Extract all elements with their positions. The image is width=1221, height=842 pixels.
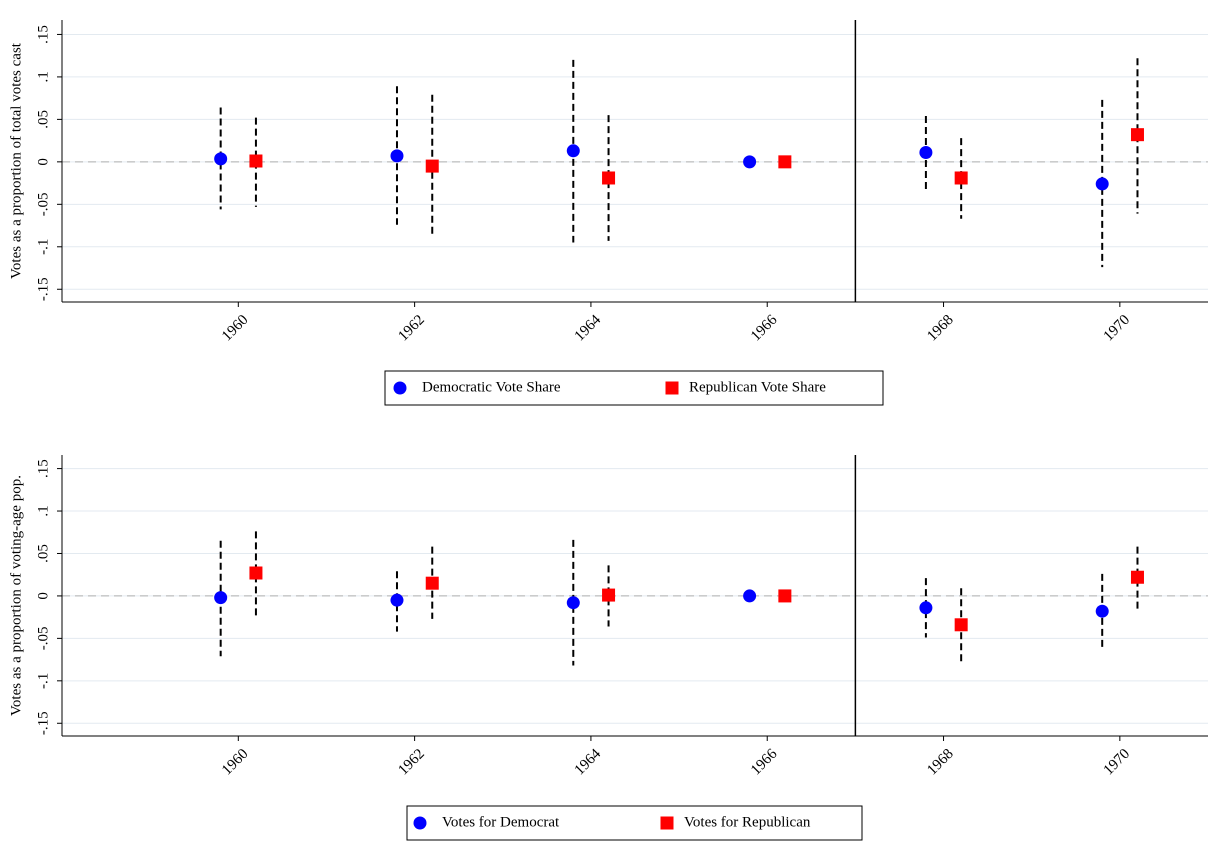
y-axis-label: Votes as a proportion of total votes cas… [8, 42, 24, 279]
x-tick-label: 1964 [572, 746, 605, 779]
y-tick-label: .15 [35, 25, 51, 44]
y-tick-label: 0 [35, 158, 51, 166]
y-tick-label: -.1 [35, 239, 51, 255]
y-tick-label: -.05 [35, 192, 51, 216]
x-tick-label: 1968 [924, 312, 957, 345]
point [425, 159, 439, 173]
point [1130, 128, 1144, 142]
x-tick-label: 1966 [748, 312, 781, 345]
point [954, 171, 968, 185]
legend-marker [413, 816, 427, 830]
legend-marker [665, 381, 679, 395]
point [778, 589, 792, 603]
point [778, 155, 792, 169]
y-tick-label: .1 [35, 505, 51, 516]
legend-label: Republican Vote Share [689, 379, 826, 395]
point [743, 155, 757, 169]
x-tick-label: 1962 [395, 312, 428, 345]
point [1130, 570, 1144, 584]
point [1095, 177, 1109, 191]
legend-label: Votes for Republican [684, 814, 811, 830]
x-tick-label: 1970 [1101, 312, 1134, 345]
x-tick-label: 1960 [219, 312, 252, 345]
y-tick-label: -.05 [35, 626, 51, 650]
point [214, 152, 228, 166]
y-axis-label: Votes as a proportion of voting-age pop. [8, 475, 24, 716]
legend-marker [660, 816, 674, 830]
legend-box [406, 805, 863, 841]
legend-label: Democratic Vote Share [422, 379, 561, 395]
point [919, 146, 933, 160]
point [566, 596, 580, 610]
y-tick-label: .1 [35, 71, 51, 82]
x-tick-label: 1962 [395, 746, 428, 779]
legend-label: Votes for Democrat [442, 814, 560, 830]
point [1095, 604, 1109, 618]
y-tick-label: .05 [35, 544, 51, 563]
point [390, 593, 404, 607]
point [214, 591, 228, 605]
x-tick-label: 1960 [219, 746, 252, 779]
y-tick-label: .15 [35, 459, 51, 478]
y-tick-label: 0 [35, 592, 51, 600]
point [743, 589, 757, 603]
legend-box [384, 370, 884, 406]
point [602, 171, 616, 185]
point [919, 601, 933, 615]
y-tick-label: -.15 [35, 277, 51, 301]
y-tick-label: -.15 [35, 711, 51, 735]
point [425, 576, 439, 590]
y-tick-label: .05 [35, 110, 51, 129]
x-tick-label: 1964 [572, 312, 605, 345]
x-tick-label: 1968 [924, 746, 957, 779]
point [954, 618, 968, 632]
point [249, 566, 263, 580]
x-tick-label: 1970 [1101, 746, 1134, 779]
point [566, 144, 580, 158]
x-tick-label: 1966 [748, 746, 781, 779]
point [602, 588, 616, 602]
y-tick-label: -.1 [35, 673, 51, 689]
point [249, 154, 263, 168]
point [390, 149, 404, 163]
legend-marker [393, 381, 407, 395]
